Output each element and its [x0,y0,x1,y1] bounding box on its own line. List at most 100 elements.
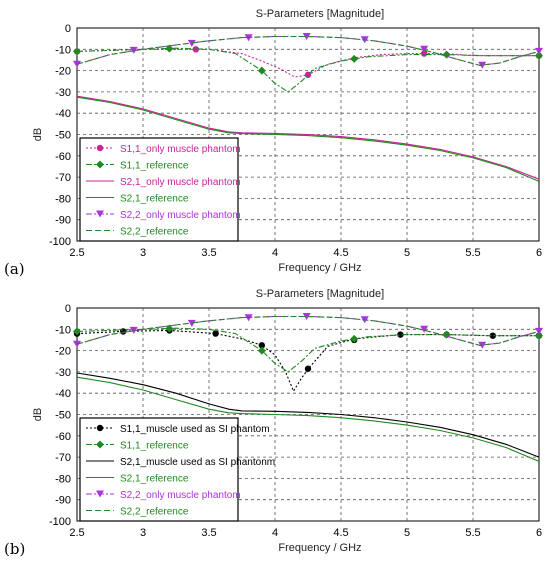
data-point [73,60,81,68]
x-tick-label: 3.5 [201,527,216,539]
x-tick-label: 6 [536,247,542,259]
data-point [489,332,496,339]
series-2 [76,95,540,180]
y-tick-label: -90 [55,215,71,227]
data-point [73,340,81,348]
y-tick-label: -40 [55,388,71,400]
legend-label: S1,1_reference [120,161,189,172]
x-axis-label: Frequency / GHz [278,542,361,554]
x-tick-label: 5.5 [465,527,480,539]
y-tick-label: -100 [49,236,71,248]
x-tick-label: 2.5 [69,247,84,259]
data-point [192,46,199,53]
series-3 [76,96,540,182]
data-point [535,331,543,340]
y-tick-label: -80 [55,193,71,205]
panel-label-a: (a) [4,260,25,278]
legend-label: S1,1_reference [120,441,189,452]
legend-label: S2,2_reference [120,507,189,518]
data-point [350,334,359,343]
data-point [420,45,429,53]
panel-label-b: (b) [4,540,26,558]
chart-title: S-Parameters [Magnitude] [256,8,384,20]
data-point [187,39,196,47]
y-tick-label: -20 [55,66,71,78]
series-line [76,372,540,458]
x-axis-label: Frequency / GHz [278,262,361,274]
y-tick-label: -100 [49,516,71,528]
series-line [76,327,539,373]
data-point [73,47,81,56]
series-3 [76,376,540,462]
data-point [397,331,404,338]
data-point [257,346,266,355]
y-tick-label: -10 [55,44,71,56]
data-point [420,50,428,57]
x-tick-label: 5 [404,247,410,259]
chart-panel-b: 2.5 3 3.5 4 4.5 5 5.5 6 0 -10 -20 -30 -40 -50 -60 -70 -8… [32,288,543,554]
series-line [76,95,540,180]
series-2 [76,372,540,458]
data-point [258,342,265,349]
legend-label: S2,1_only muscle phantom [120,177,241,188]
x-tick-label: 4 [272,247,278,259]
legend-swatch-marker [96,210,104,218]
y-tick-label: -70 [55,452,71,464]
x-tick-label: 4.5 [333,527,348,539]
data-point [535,51,543,60]
legend-label: S2,2_only muscle phantom [120,490,241,501]
y-tick-label: -50 [55,130,71,142]
x-tick-label: 5.5 [465,247,480,259]
y-tick-label: -80 [55,473,71,485]
data-point [302,313,311,321]
legend-label: S2,2_reference [120,227,189,238]
legend-label: S2,1_muscle used as SI phantonm [120,457,275,468]
legend-label: S2,1_reference [120,474,189,485]
data-point [212,330,219,337]
data-point [350,54,359,63]
x-tick-label: 3.5 [201,247,216,259]
data-point [302,33,311,41]
legend-label: S1,1_only muscle phantom [120,144,241,155]
y-tick-label: -50 [55,410,71,422]
y-tick-label: -60 [55,431,71,443]
chart-panel-a: 2.5 3 3.5 4 4.5 5 5.5 6 0 -10 -20 -30 -40 -50 -60 -70 -8… [32,8,543,274]
y-tick-label: -70 [55,172,71,184]
y-tick-label: -20 [55,346,71,358]
legend-label: S1,1_muscle used as SI phantom [120,424,270,435]
x-tick-label: 6 [536,527,542,539]
legend-swatch-marker [96,160,104,169]
series-line [76,35,540,66]
series-1 [73,324,543,373]
series-1 [73,44,543,93]
data-point [187,319,196,327]
series-5 [76,35,540,66]
x-tick-label: 3 [140,527,146,539]
data-point [420,325,429,333]
data-point [73,327,81,336]
y-axis-label: dB [32,408,44,421]
x-tick-label: 4 [272,527,278,539]
series-line [76,96,540,182]
data-point [257,66,266,75]
x-tick-label: 2.5 [69,527,84,539]
series-line [76,376,540,462]
x-tick-label: 5 [404,527,410,539]
y-tick-label: 0 [65,303,71,315]
y-axis-label: dB [32,128,44,141]
data-point [304,365,312,372]
legend-swatch-marker [96,440,104,449]
y-tick-label: -40 [55,108,71,120]
legend-swatch-marker [96,144,104,152]
y-tick-label: -30 [55,367,71,379]
x-tick-label: 4.5 [333,247,348,259]
legend-box [79,137,239,242]
legend-label: S2,1_reference [120,194,189,205]
y-tick-label: -10 [55,324,71,336]
y-tick-label: -60 [55,151,71,163]
y-tick-label: -90 [55,495,71,507]
y-tick-label: -30 [55,87,71,99]
y-tick-label: 0 [65,23,71,35]
legend-box [79,417,239,522]
